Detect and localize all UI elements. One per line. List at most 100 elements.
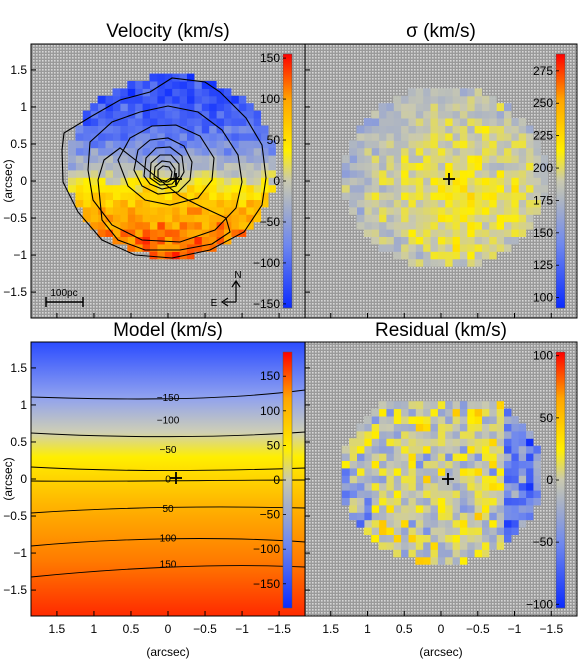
x-tick-label: −0.5 [193,622,217,636]
data-pixel [400,221,409,230]
velocity-title: Velocity (km/s) [106,21,230,42]
data-pixel [459,445,468,454]
data-pixel [503,519,512,528]
data-pixel [356,482,365,491]
data-pixel [97,118,106,126]
data-pixel [356,140,365,149]
data-pixel [119,125,128,134]
data-pixel [452,140,460,149]
data-pixel [466,147,475,156]
data-pixel [90,155,99,163]
data-pixel [134,206,143,215]
data-pixel [415,147,424,156]
data-pixel [208,95,217,104]
data-pixel [393,184,402,193]
data-pixel [474,162,482,171]
data-pixel [474,453,482,461]
data-pixel [430,155,438,163]
data-pixel [142,169,150,178]
data-pixel [400,541,409,550]
data-pixel [474,482,482,491]
data-pixel [149,229,158,237]
data-pixel [341,184,350,193]
data-pixel [193,206,202,215]
data-pixel [378,206,387,215]
data-pixel [164,251,173,260]
data-pixel [422,430,431,439]
data-pixel [437,482,446,491]
data-pixel [459,453,468,461]
data-pixel [171,229,180,237]
data-pixel [407,184,416,193]
data-pixel [378,416,387,424]
data-pixel [385,184,394,193]
data-pixel [179,243,187,252]
data-pixel [112,162,121,171]
data-pixel [230,125,239,134]
data-pixel [363,221,372,230]
data-pixel [481,118,490,126]
data-pixel [407,438,416,447]
data-pixel [75,132,84,141]
data-pixel [452,110,460,119]
data-pixel [481,147,490,156]
sigma-center-marker [443,173,455,185]
data-pixel [171,243,180,252]
data-pixel [208,88,217,97]
data-pixel [385,125,394,134]
data-pixel [532,453,541,461]
data-pixel [186,132,195,141]
data-pixel [422,103,431,112]
data-pixel [474,95,482,104]
data-pixel [164,169,173,178]
data-pixel [400,423,409,432]
data-pixel [400,251,409,260]
data-pixel [186,125,195,134]
data-pixel [444,236,453,245]
data-pixel [385,519,394,528]
data-pixel [422,438,431,447]
data-pixel [149,118,158,126]
data-pixel [378,423,387,432]
data-pixel [400,549,409,558]
data-pixel [253,162,262,171]
data-pixel [156,73,165,82]
data-pixel [415,445,424,454]
data-pixel [481,184,490,193]
data-pixel [503,110,512,119]
data-pixel [437,258,446,267]
data-pixel [444,482,453,491]
x-tick-label: 0 [165,622,172,636]
data-pixel [245,184,254,193]
data-pixel [349,206,357,215]
data-pixel [378,408,387,417]
data-pixel [481,423,490,432]
data-pixel [496,103,504,112]
data-pixel [444,401,453,410]
data-pixel [510,467,519,476]
data-pixel [430,482,438,491]
data-pixel [518,438,527,447]
data-pixel [466,490,475,498]
data-pixel [371,430,380,439]
data-pixel [503,162,512,171]
data-pixel [371,416,380,424]
data-pixel [156,243,165,252]
data-pixel [201,81,210,89]
data-pixel [216,236,224,245]
data-pixel [378,243,387,252]
data-pixel [230,95,239,104]
data-pixel [452,438,460,447]
data-pixel [164,199,173,208]
data-pixel [238,214,247,223]
colorbar-tick-label: 225 [533,129,553,143]
data-pixel [119,214,128,223]
data-pixel [415,184,424,193]
data-pixel [238,103,247,112]
data-pixel [474,206,482,215]
data-pixel [230,147,239,156]
data-pixel [532,475,541,484]
data-pixel [496,243,504,252]
data-pixel [525,184,534,193]
data-pixel [525,199,534,208]
